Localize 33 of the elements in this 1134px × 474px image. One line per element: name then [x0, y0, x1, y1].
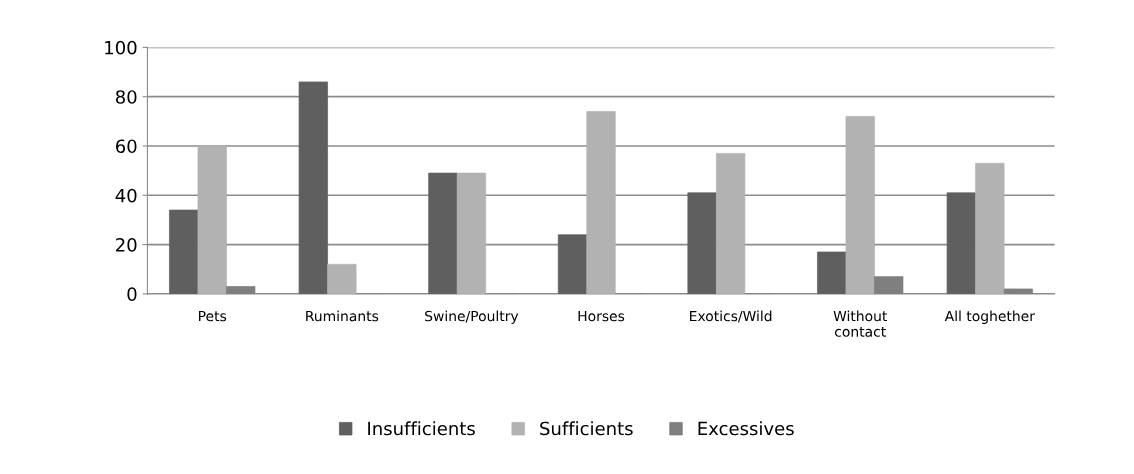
y-tick-label: 100: [105, 40, 137, 55]
y-tick-label: 0: [127, 287, 137, 301]
x-tick-label: Horses: [578, 310, 625, 322]
x-tick-label: Swine/Poultry: [425, 310, 519, 324]
bar: [946, 192, 976, 294]
bar: [874, 276, 904, 294]
bar: [557, 234, 588, 294]
y-tick-label: 60: [115, 139, 137, 154]
y-tick-label: 20: [116, 238, 137, 252]
y-tick-label: 80: [115, 90, 137, 104]
bar: [456, 172, 487, 294]
legend-label: Insufficients: [368, 421, 475, 436]
bar: [845, 116, 875, 294]
bar: [817, 251, 847, 294]
x-tick-label: Without contact: [833, 310, 888, 337]
bar: [226, 286, 256, 294]
x-tick-label: All toghether: [944, 310, 1035, 324]
bar: [586, 111, 616, 294]
x-tick-label: Pets: [199, 310, 227, 322]
y-tick-label: 40: [115, 188, 137, 203]
bar: [687, 192, 717, 294]
legend-label: Excessives: [698, 421, 794, 436]
x-tick-label: Exotics/Wild: [690, 310, 772, 323]
bar: [428, 172, 458, 294]
bar: [169, 209, 199, 294]
bar: [1003, 288, 1033, 294]
legend-label: Sufficients: [540, 421, 633, 436]
bar: [327, 263, 357, 294]
bar: [298, 81, 328, 294]
bar: [716, 153, 746, 294]
bar: [975, 162, 1005, 294]
x-tick-label: Ruminants: [306, 310, 379, 322]
bar: [197, 145, 227, 294]
